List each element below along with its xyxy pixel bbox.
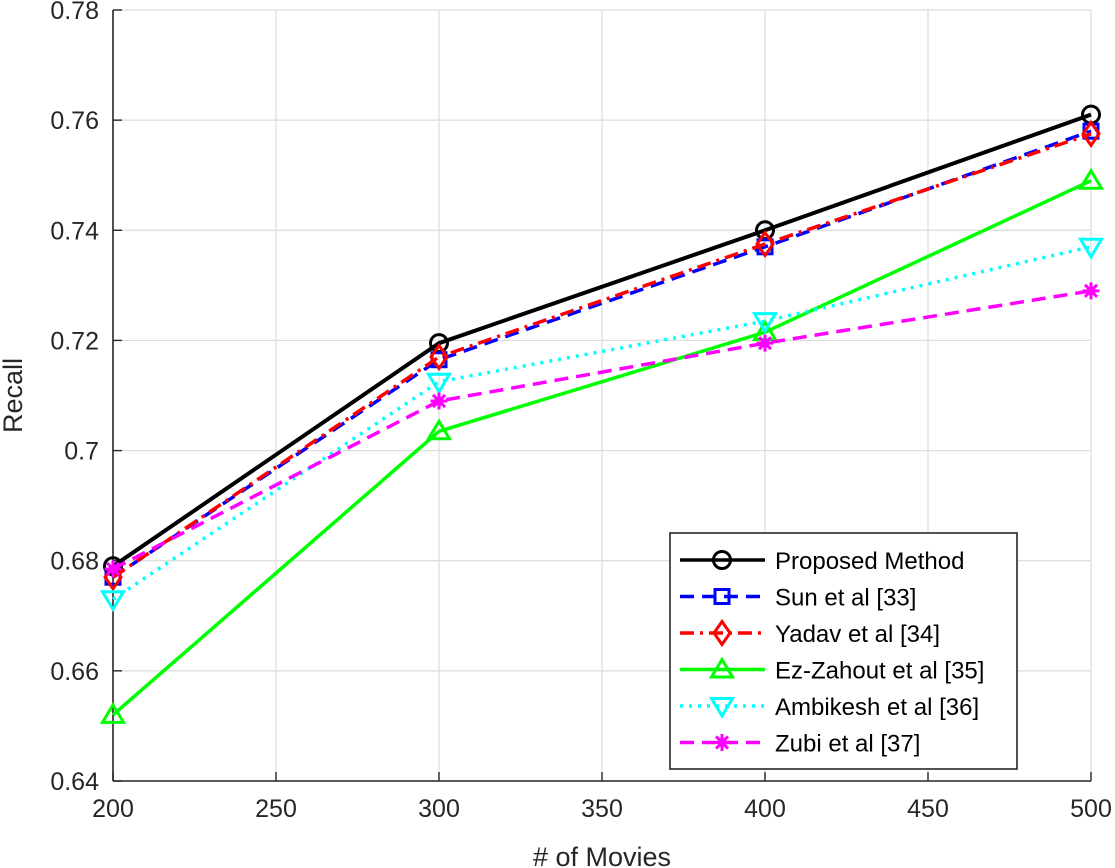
tick-labels: 200 250 300 350 400 450 500 0.64 0.66 0.68 0.7 0.72…	[50, 0, 1112, 823]
legend-item: Ez-Zahout et al [35]	[680, 656, 984, 685]
data-point-diamond	[712, 618, 732, 648]
x-tick-label: 400	[744, 795, 786, 823]
asterisk-core	[1086, 286, 1096, 296]
asterisk-core	[434, 396, 444, 406]
y-tick-label: 0.68	[50, 548, 99, 576]
series-line	[112, 132, 1092, 579]
legend-label: Sun et al [33]	[775, 585, 916, 612]
data-point-asterisk	[756, 334, 774, 352]
asterisk-core	[760, 338, 770, 348]
data-point-triangle-up	[425, 418, 453, 441]
y-axis-title: Recall	[0, 358, 28, 433]
data-point-diamond	[1081, 119, 1101, 149]
series-ez-zahout-et-al-35	[99, 167, 1105, 724]
series-line	[111, 112, 1092, 568]
x-tick-label: 350	[581, 795, 623, 823]
legend-label: Zubi et al [37]	[775, 731, 920, 758]
data-point-asterisk	[430, 392, 448, 410]
y-tick-label: 0.64	[50, 768, 99, 796]
data-point-square	[713, 588, 731, 605]
legend-label: Ambikesh et al [36]	[775, 694, 979, 721]
legend-item: Zubi et al [37]	[680, 731, 920, 758]
series-line	[112, 289, 1092, 571]
data-point-diamond	[755, 229, 775, 259]
x-tick-label: 450	[907, 795, 949, 823]
data-point-asterisk	[104, 560, 122, 578]
series-ambikesh-et-al-36	[99, 237, 1105, 613]
data-point-asterisk	[1082, 282, 1100, 300]
asterisk-core	[108, 564, 118, 574]
y-tick-label: 0.7	[64, 438, 99, 466]
x-tick-label: 300	[418, 795, 460, 823]
legend-label: Ez-Zahout et al [35]	[775, 658, 984, 685]
series-lines	[99, 104, 1105, 724]
y-tick-label: 0.76	[50, 107, 99, 135]
grid	[112, 9, 1092, 782]
series-zubi-et-al-37	[104, 282, 1100, 578]
y-tick-label: 0.78	[50, 0, 99, 25]
data-point-asterisk	[713, 734, 731, 751]
legend-item: Ambikesh et al [36]	[680, 694, 979, 721]
data-point-triangle-down	[708, 697, 736, 719]
legend: Proposed Method Sun et al [33] Yadav et al…	[669, 532, 1018, 770]
series-line	[111, 179, 1092, 717]
legend-box	[669, 532, 1018, 770]
legend-item: Proposed Method	[680, 548, 964, 575]
data-point-circle	[712, 550, 732, 570]
y-tick-label: 0.74	[50, 217, 99, 245]
data-point-triangle-down	[751, 312, 779, 335]
data-point-triangle-down	[99, 590, 127, 613]
data-point-triangle-down	[1077, 237, 1105, 260]
x-tick-label: 200	[92, 795, 134, 823]
axes	[112, 9, 1092, 782]
data-point-triangle-up	[1077, 167, 1105, 190]
legend-item: Yadav et al [34]	[680, 618, 940, 648]
legend-label: Proposed Method	[775, 548, 964, 575]
x-tick-label: 500	[1070, 795, 1112, 823]
data-point-triangle-down	[425, 372, 453, 395]
asterisk-core	[717, 738, 727, 747]
x-tick-label: 250	[255, 795, 297, 823]
x-axis-title: # of Movies	[533, 842, 671, 868]
legend-label: Yadav et al [34]	[775, 621, 940, 648]
y-tick-label: 0.72	[50, 327, 99, 355]
data-point-diamond	[429, 342, 449, 372]
data-point-triangle-up	[708, 656, 736, 679]
legend-item: Sun et al [33]	[680, 585, 916, 612]
data-point-triangle-up	[99, 701, 127, 724]
y-tick-label: 0.66	[50, 658, 99, 686]
